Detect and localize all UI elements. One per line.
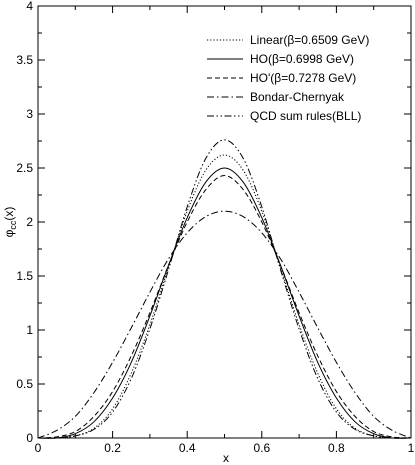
series-layer	[37, 139, 412, 439]
x-tick-label: 0.4	[179, 441, 196, 455]
x-tick-label: 0.8	[328, 441, 345, 455]
series-line-5	[37, 139, 412, 439]
x-tick-label: 0.6	[253, 441, 270, 455]
x-axis-label: x	[223, 451, 229, 465]
legend-label-2: HO(β=0.6998 GeV)	[250, 52, 354, 66]
series-line-4	[37, 210, 412, 439]
legend-label-4: Bondar-Chernyak	[250, 90, 345, 104]
y-axis-label: φcc(x)	[2, 207, 18, 238]
legend-label-5: QCD sum rules(BLL)	[250, 109, 361, 123]
y-tick-label: 2.5	[16, 161, 33, 175]
legend: Linear(β=0.6509 GeV) HO(β=0.6998 GeV) HO'(…	[207, 33, 369, 123]
y-axis-label-subscript: cc	[8, 220, 18, 230]
y-tick-label: 0.5	[16, 377, 33, 391]
legend-label-3: HO'(β=0.7278 GeV)	[250, 71, 356, 85]
y-axis-label-main: φ	[2, 229, 16, 237]
legend-label-1: Linear(β=0.6509 GeV)	[250, 33, 369, 47]
y-tick-label: 3	[26, 107, 33, 121]
x-axis: 0 0.2 0.4 0.6 0.8 1	[35, 6, 415, 455]
y-axis: 0 0.5 1 1.5 2 2.5 3 3.5 4	[16, 0, 411, 445]
y-tick-label: 4	[26, 0, 33, 13]
y-tick-label: 3.5	[16, 53, 33, 67]
y-axis-label-tail: (x)	[2, 207, 16, 221]
y-tick-label: 0	[26, 431, 33, 445]
x-tick-label: 0	[35, 441, 42, 455]
y-tick-label: 1.5	[16, 269, 33, 283]
series-line-3	[37, 175, 412, 439]
x-tick-label: 1	[408, 441, 415, 455]
series-line-1	[37, 154, 412, 439]
y-tick-label: 2	[26, 215, 33, 229]
x-tick-label: 0.2	[104, 441, 121, 455]
series-line-2	[37, 167, 412, 439]
y-tick-label: 1	[26, 323, 33, 337]
